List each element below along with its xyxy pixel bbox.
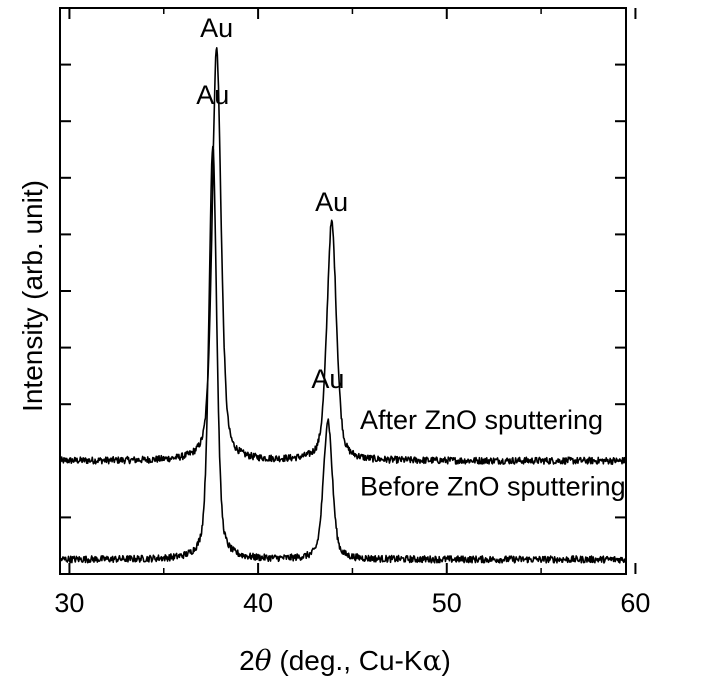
x-axis-label-theta: θ bbox=[255, 644, 272, 677]
x-axis-label-units: (deg., Cu-K bbox=[272, 645, 423, 676]
x-axis-label-prefix: 2 bbox=[239, 645, 255, 676]
curve-label-after: After ZnO sputtering bbox=[360, 405, 603, 435]
peak-label: Au bbox=[196, 80, 229, 110]
curve-label-before: Before ZnO sputtering bbox=[360, 472, 626, 502]
x-tick-label: 40 bbox=[243, 588, 273, 618]
x-tick-label: 60 bbox=[620, 588, 650, 618]
series-line-after bbox=[59, 47, 627, 465]
x-axis-label: 2θ (deg., Cu-Kα) bbox=[239, 644, 451, 677]
annotations: Au Au Au Au After ZnO sputtering Before ZnO s… bbox=[196, 13, 625, 502]
y-axis-label: Intensity (arb. unit) bbox=[17, 180, 48, 412]
peak-label: Au bbox=[311, 364, 344, 394]
x-tick-label: 30 bbox=[54, 588, 84, 618]
axis-ticks: 30 40 50 60 bbox=[54, 8, 650, 618]
x-axis-label-alpha: α bbox=[423, 644, 442, 677]
peak-label: Au bbox=[200, 13, 233, 43]
peak-label: Au bbox=[315, 187, 348, 217]
x-axis-label-close: ) bbox=[441, 645, 450, 676]
series-lines bbox=[59, 47, 627, 564]
x-tick-label: 50 bbox=[432, 588, 462, 618]
series-line-before bbox=[59, 145, 627, 564]
